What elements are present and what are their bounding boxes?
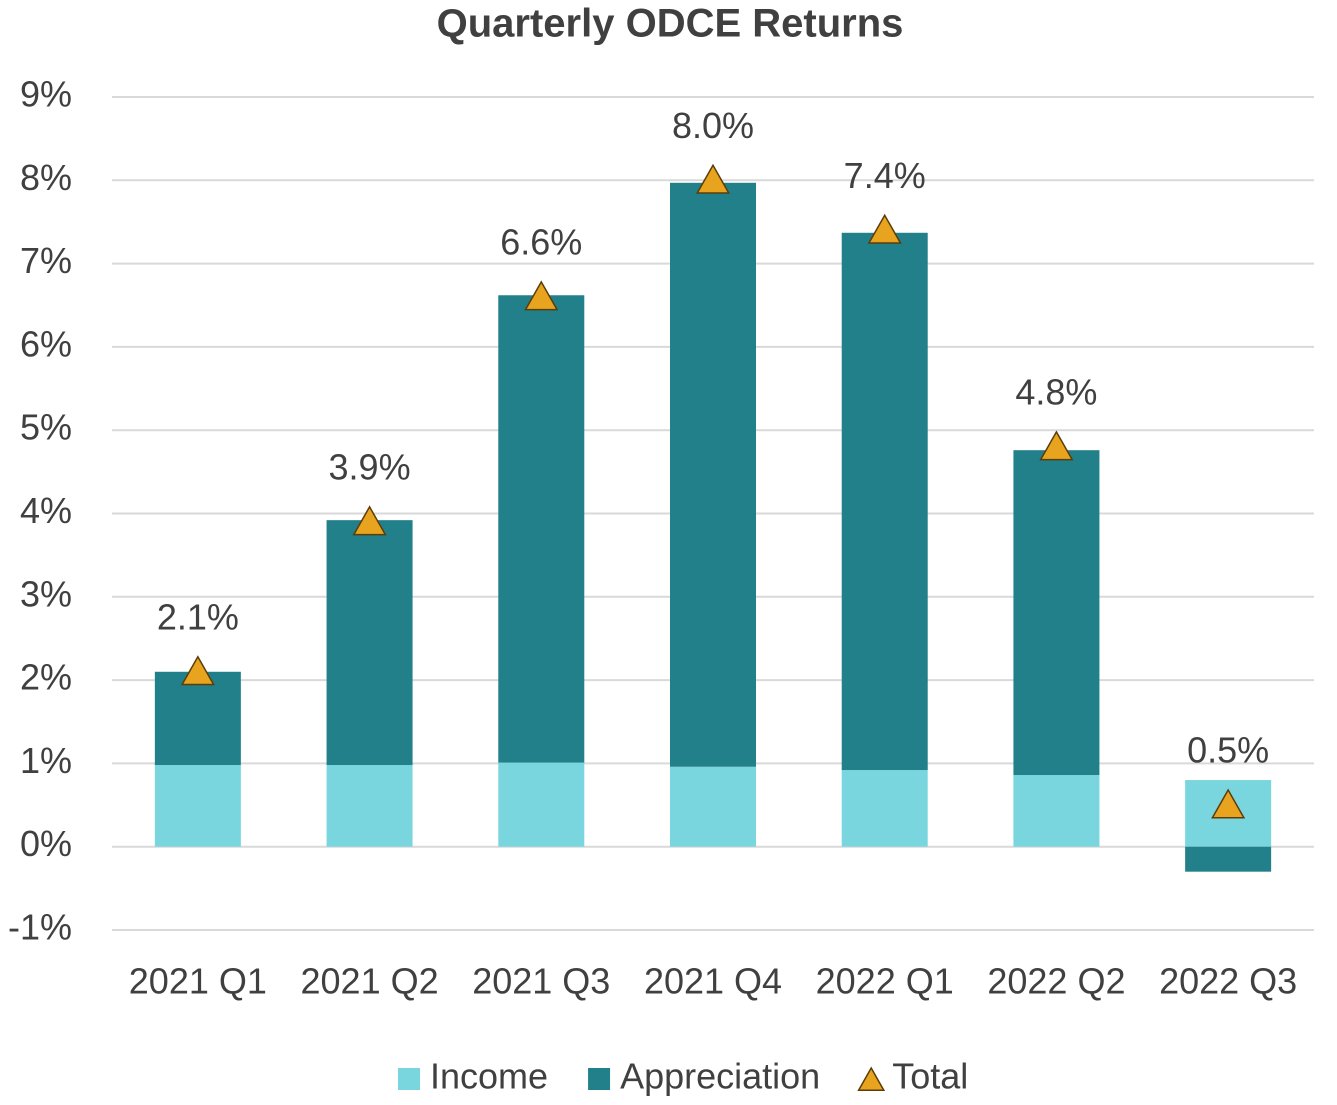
x-tick-label: 2021 Q4 — [644, 961, 782, 1002]
total-marker — [867, 213, 902, 244]
total-marker — [524, 280, 559, 311]
y-tick-label: 4% — [20, 490, 72, 531]
bar-segment — [1013, 450, 1100, 776]
bar-segment — [841, 232, 928, 771]
data-label: 4.8% — [1015, 371, 1097, 412]
y-tick-label: 5% — [20, 407, 72, 448]
data-label: 0.5% — [1187, 730, 1269, 771]
x-tick-label: 2022 Q2 — [987, 961, 1125, 1002]
y-tick-label: 8% — [20, 157, 72, 198]
x-tick-label: 2021 Q3 — [472, 961, 610, 1002]
y-tick-label: 6% — [20, 323, 72, 364]
total-marker — [695, 163, 731, 194]
total-marker — [1211, 788, 1246, 819]
legend-label: Total — [892, 1056, 968, 1097]
total-marker — [352, 505, 387, 536]
legend-label: Appreciation — [620, 1056, 820, 1097]
total-marker — [180, 655, 215, 686]
bar-segment — [1013, 775, 1100, 847]
y-tick-label: -1% — [8, 907, 72, 948]
data-label: 7.4% — [844, 155, 926, 196]
bar-segment — [841, 770, 928, 847]
bar-segment — [154, 671, 241, 766]
y-tick-label: 3% — [20, 573, 72, 614]
total-marker — [1039, 430, 1074, 461]
y-tick-label: 0% — [20, 823, 72, 864]
data-label: 6.6% — [500, 221, 582, 262]
bar-segment — [498, 295, 585, 763]
chart-title: Quarterly ODCE Returns — [437, 2, 904, 46]
bar-segment — [670, 182, 756, 767]
bar-segment — [670, 766, 756, 847]
data-label: 3.9% — [329, 446, 411, 487]
legend-swatch — [398, 1068, 420, 1090]
legend-label: Income — [430, 1056, 548, 1097]
y-tick-label: 1% — [20, 740, 72, 781]
x-tick-label: 2021 Q1 — [129, 961, 267, 1002]
legend-swatch — [588, 1068, 611, 1090]
bar-segment — [1185, 846, 1272, 872]
y-tick-label: 7% — [20, 240, 72, 281]
y-tick-label: 9% — [20, 74, 72, 115]
x-tick-label: 2021 Q2 — [301, 961, 439, 1002]
data-label: 8.0% — [672, 105, 754, 146]
x-tick-label: 2022 Q3 — [1159, 961, 1297, 1002]
bar-segment — [326, 520, 413, 766]
bar-segment — [498, 762, 585, 847]
x-tick-label: 2022 Q1 — [816, 961, 954, 1002]
data-label: 2.1% — [157, 596, 239, 637]
bar-segment — [154, 765, 241, 847]
bar-segment — [326, 765, 413, 847]
y-tick-label: 2% — [20, 657, 72, 698]
legend-swatch — [857, 1066, 886, 1091]
